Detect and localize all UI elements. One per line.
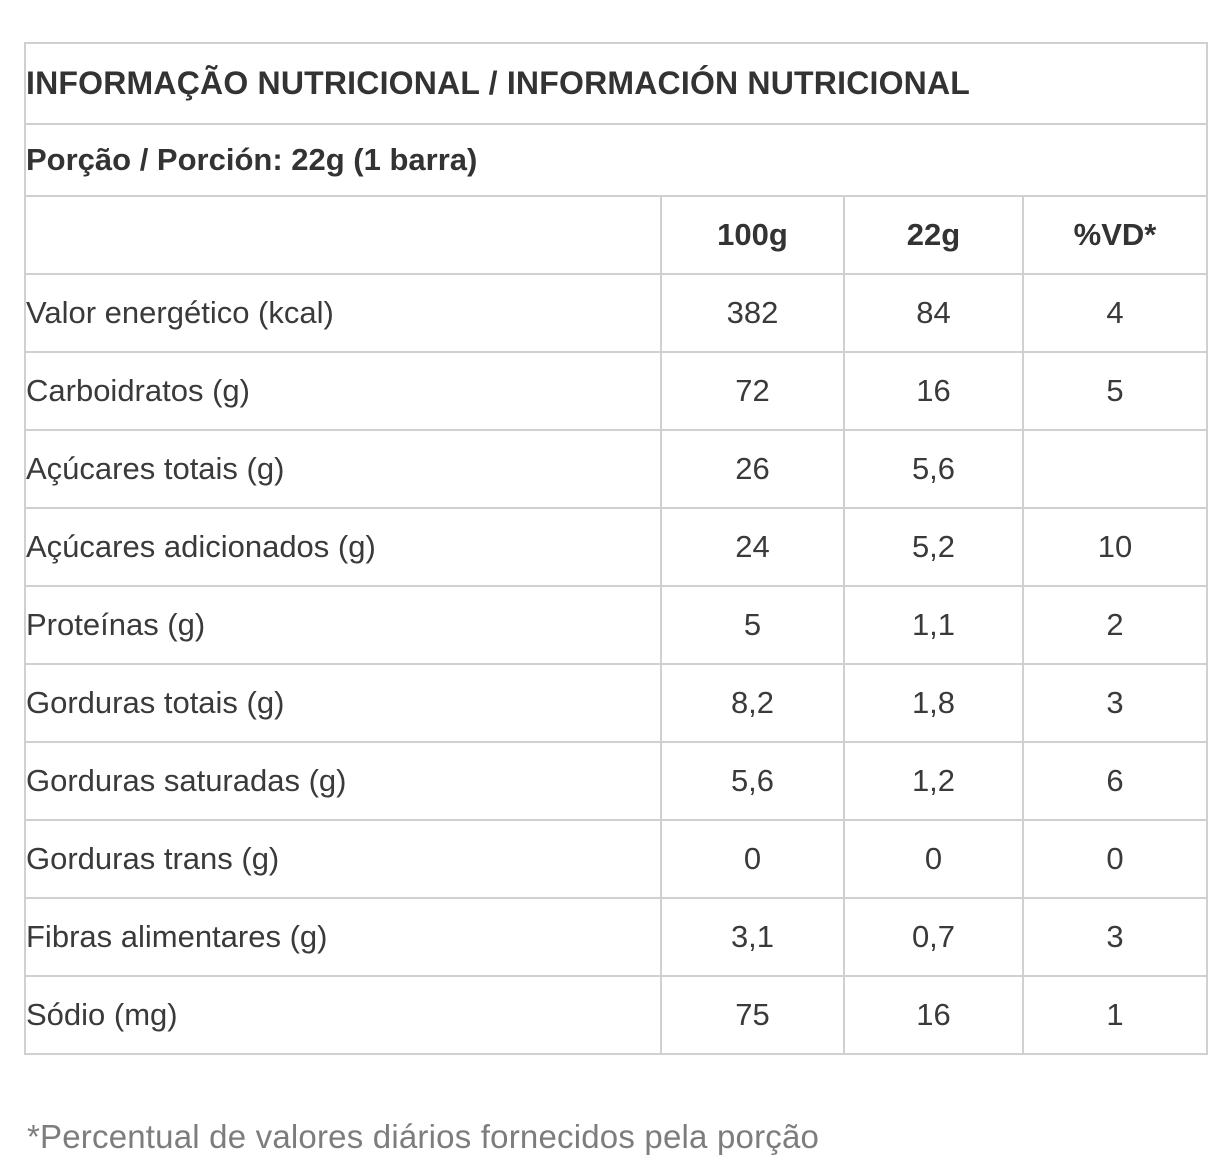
value-100g: 8,2 [660,663,845,743]
value-vd: 5 [1022,351,1208,431]
value-100g: 5 [660,585,845,665]
table-row: Proteínas (g) 5 1,1 2 [24,585,1208,665]
table-row: Valor energético (kcal) 382 84 4 [24,273,1208,353]
value-22g: 0,7 [843,897,1024,977]
serving-size-row: Porção / Porción: 22g (1 barra) [24,123,1208,197]
table-row: Gorduras trans (g) 0 0 0 [24,819,1208,899]
nutrient-label: Sódio (mg) [24,975,662,1055]
table-title-row: INFORMAÇÃO NUTRICIONAL / INFORMACIÓN NUT… [24,42,1208,125]
value-vd: 0 [1022,819,1208,899]
value-100g: 3,1 [660,897,845,977]
nutrition-facts-table: INFORMAÇÃO NUTRICIONAL / INFORMACIÓN NUT… [24,42,1208,1055]
value-100g: 382 [660,273,845,353]
nutrient-label: Fibras alimentares (g) [24,897,662,977]
nutrient-label: Gorduras totais (g) [24,663,662,743]
table-row: Açúcares adicionados (g) 24 5,2 10 [24,507,1208,587]
column-header-100g: 100g [660,195,845,275]
table-row: Açúcares totais (g) 26 5,6 [24,429,1208,509]
column-header-row: 100g 22g %VD* [24,195,1208,275]
table-row: Sódio (mg) 75 16 1 [24,975,1208,1055]
table-row: Gorduras totais (g) 8,2 1,8 3 [24,663,1208,743]
nutrient-label: Gorduras trans (g) [24,819,662,899]
value-vd: 6 [1022,741,1208,821]
nutrient-label: Gorduras saturadas (g) [24,741,662,821]
value-vd [1022,429,1208,509]
value-100g: 5,6 [660,741,845,821]
value-100g: 0 [660,819,845,899]
table-row: Carboidratos (g) 72 16 5 [24,351,1208,431]
nutrient-label: Valor energético (kcal) [24,273,662,353]
value-vd: 1 [1022,975,1208,1055]
value-100g: 72 [660,351,845,431]
value-22g: 1,8 [843,663,1024,743]
value-22g: 5,6 [843,429,1024,509]
value-22g: 5,2 [843,507,1024,587]
nutrient-label: Proteínas (g) [24,585,662,665]
column-header-empty [24,195,662,275]
daily-values-footnote: *Percentual de valores diários fornecido… [27,1118,820,1155]
value-vd: 10 [1022,507,1208,587]
value-22g: 16 [843,975,1024,1055]
value-vd: 2 [1022,585,1208,665]
value-22g: 16 [843,351,1024,431]
column-header-vd: %VD* [1022,195,1208,275]
value-22g: 1,2 [843,741,1024,821]
value-22g: 84 [843,273,1024,353]
nutrient-label: Açúcares totais (g) [24,429,662,509]
table-title: INFORMAÇÃO NUTRICIONAL / INFORMACIÓN NUT… [24,42,1208,125]
value-vd: 3 [1022,897,1208,977]
nutrient-label: Açúcares adicionados (g) [24,507,662,587]
table-row: Fibras alimentares (g) 3,1 0,7 3 [24,897,1208,977]
column-header-22g: 22g [843,195,1024,275]
value-22g: 1,1 [843,585,1024,665]
value-100g: 24 [660,507,845,587]
nutrient-label: Carboidratos (g) [24,351,662,431]
value-22g: 0 [843,819,1024,899]
value-100g: 75 [660,975,845,1055]
serving-size: Porção / Porción: 22g (1 barra) [24,123,1208,197]
value-vd: 4 [1022,273,1208,353]
value-vd: 3 [1022,663,1208,743]
value-100g: 26 [660,429,845,509]
table-row: Gorduras saturadas (g) 5,6 1,2 6 [24,741,1208,821]
